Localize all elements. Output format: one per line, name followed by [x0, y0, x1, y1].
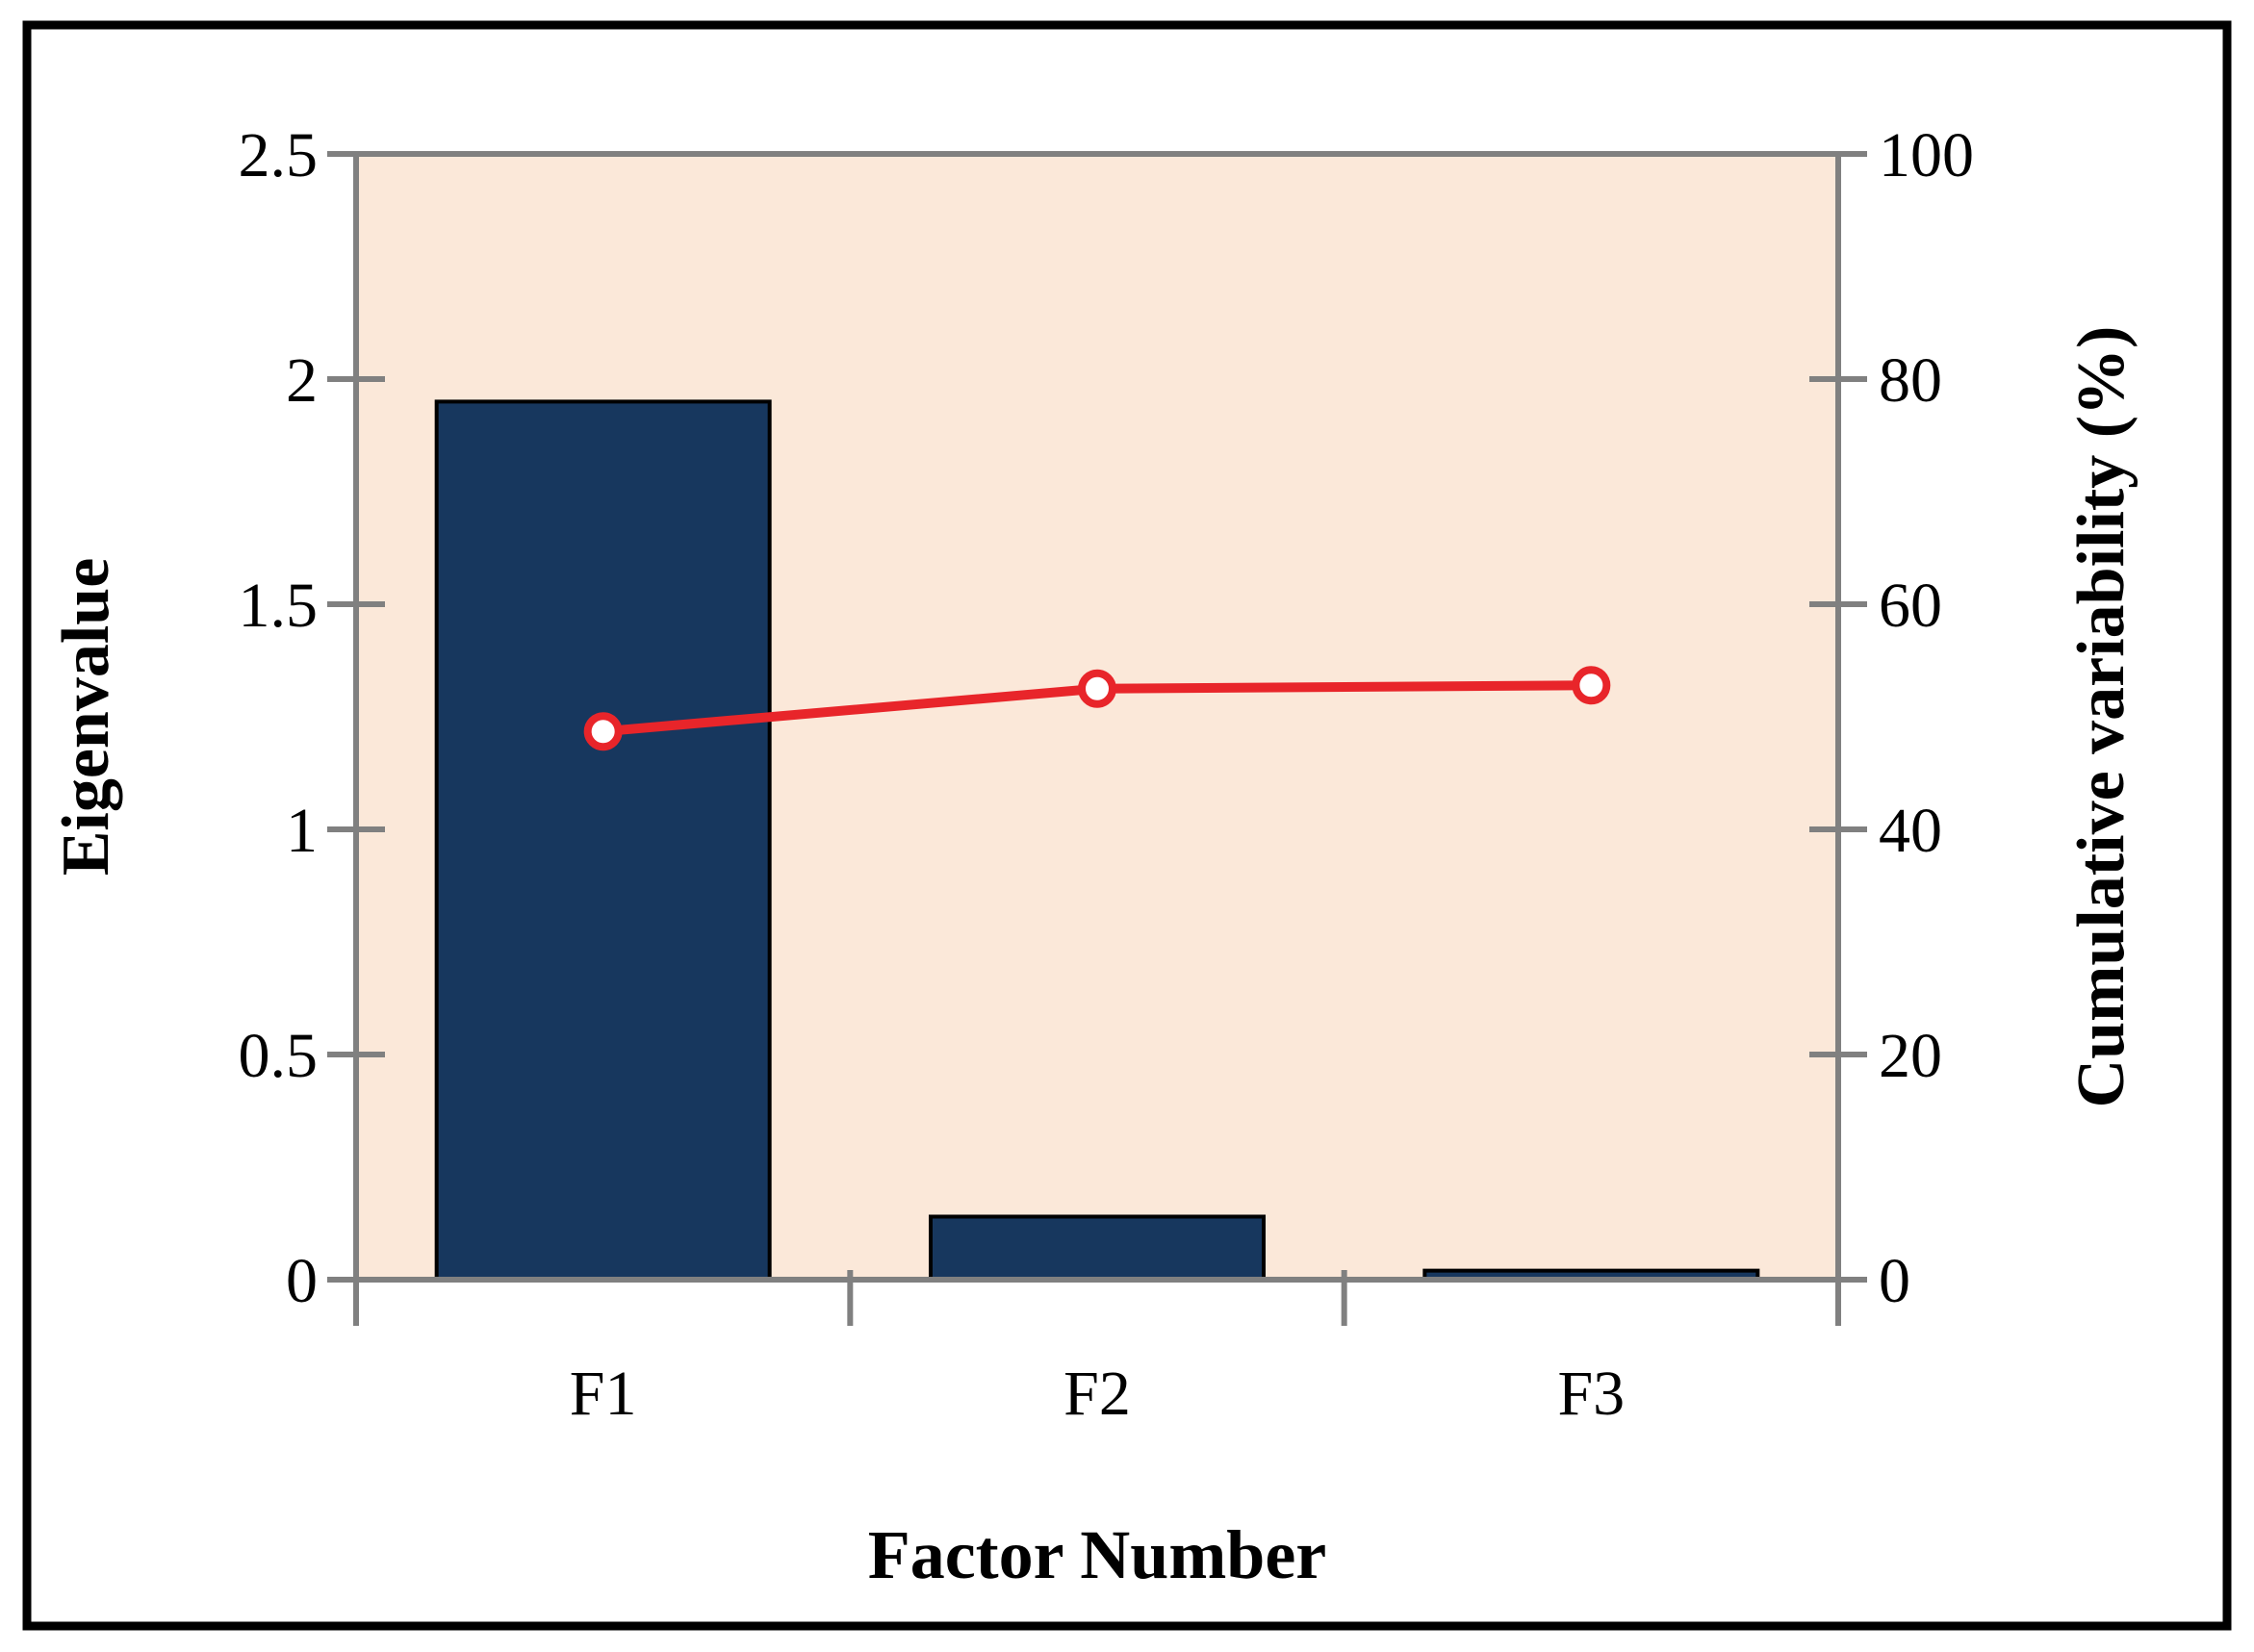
- y-axis-left-tick-label-4: 2: [286, 345, 318, 416]
- bar-f2: [929, 1214, 1266, 1282]
- y-axis-left-tick-label-1: 0.5: [239, 1021, 319, 1091]
- y-axis-right-tick-label-2: 40: [1879, 796, 1942, 866]
- y-axis-left-tick-label-0: 0: [286, 1246, 318, 1316]
- y-axis-right-tick-label-0: 0: [1879, 1246, 1910, 1316]
- x-axis-title: Factor Number: [868, 1516, 1327, 1593]
- line-marker-f1: [583, 712, 623, 751]
- y-axis-right-tick-label-4: 80: [1879, 345, 1942, 416]
- y-axis-right-tick-label-5: 100: [1879, 120, 1974, 191]
- x-axis-category-label-f2: F2: [1063, 1359, 1131, 1429]
- y-axis-left-tick-label-3: 1.5: [239, 571, 319, 641]
- line-marker-f3: [1572, 666, 1611, 705]
- y-axis-right-tick-label-1: 20: [1879, 1021, 1942, 1091]
- figure-border: [22, 20, 2232, 1631]
- x-axis-category-label-f1: F1: [570, 1359, 637, 1429]
- y-axis-title-left: Eigenvalue: [49, 558, 123, 877]
- y-axis-title-right: Cumulative variability (%): [2064, 326, 2139, 1108]
- bar-f1: [434, 399, 772, 1282]
- y-axis-right-tick-label-3: 60: [1879, 571, 1942, 641]
- line-marker-f2: [1078, 669, 1116, 708]
- x-axis-category-label-f3: F3: [1557, 1359, 1625, 1429]
- chart-layer: 0 0.5 1 1.5 2 2.5 0 20 40 60 80 100 F1 F2 F3: [239, 120, 1975, 1429]
- y-axis-left-tick-label-5: 2.5: [239, 120, 319, 191]
- y-axis-left-tick-label-2: 1: [286, 796, 318, 866]
